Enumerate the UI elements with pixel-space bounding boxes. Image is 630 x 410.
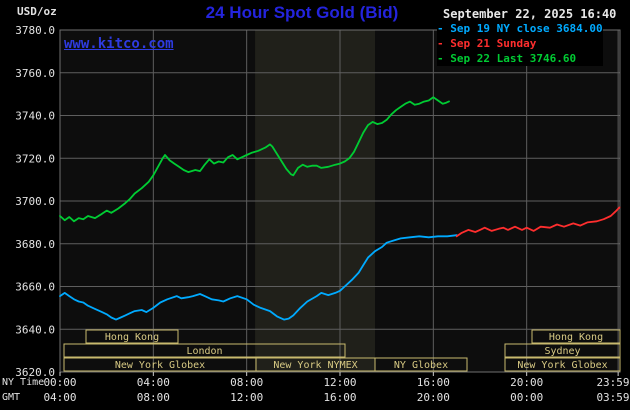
x-tick-label-ny: 04:00 [137,376,170,389]
legend-item-sep19: - Sep 19 NY close 3684.00 [437,22,603,35]
x-tick-label-gmt: 04:00 [43,391,76,404]
session-label: London [186,346,222,357]
x-tick-label-gmt: 16:00 [323,391,356,404]
y-tick-label: 3660.0 [15,281,55,294]
x-tick-label-gmt: 00:00 [510,391,543,404]
y-tick-label: 3680.0 [15,238,55,251]
y-axis-unit-label: USD/oz [17,5,57,18]
y-tick-label: 3720.0 [15,152,55,165]
series-line-sep21 [455,206,621,238]
y-tick-label: 3640.0 [15,323,55,336]
x-tick-label-gmt: 08:00 [137,391,170,404]
x-tick-label-ny: 20:00 [510,376,543,389]
x-axis-gmt-label: GMT [2,392,21,403]
legend-item-sep22: - Sep 22 Last 3746.60 [437,52,577,65]
session-box [85,329,179,344]
session-label: New York Globex [115,360,205,371]
y-tick-label: 3700.0 [15,195,55,208]
x-tick-label-gmt: 12:00 [230,391,263,404]
kitco-watermark-link[interactable]: www.kitco.com [64,36,174,52]
legend-item-sep21: - Sep 21 Sunday [437,37,537,50]
series-line-sep19 [59,234,458,321]
x-axis-ny-label: NY Time [2,377,45,388]
legend: - Sep 19 NY close 3684.00 - Sep 21 Sunday… [437,21,603,66]
session-box [504,343,621,358]
session-label: New York NYMEX [273,360,357,371]
y-tick-label: 3740.0 [15,110,55,123]
chart-title: 24 Hour Spot Gold (Bid) [205,3,399,22]
y-tick-label: 3760.0 [15,67,55,80]
session-box [504,357,621,372]
session-label: New York Globex [517,360,607,371]
session-box [531,329,621,344]
x-tick-label-ny: 23:59 [596,376,629,389]
session-label: Hong Kong [105,332,159,343]
x-tick-label-ny: 08:00 [230,376,263,389]
series-line-sep22 [59,96,450,223]
x-tick-label-gmt: 20:00 [417,391,450,404]
session-label: NY Globex [394,360,448,371]
y-tick-label: 3620.0 [15,366,55,379]
timestamp: September 22, 2025 16:40 [443,7,617,21]
session-box [63,343,346,358]
x-tick-label-gmt: 03:59 [596,391,629,404]
y-tick-label: 3780.0 [15,24,55,37]
session-label: Hong Kong [549,332,603,343]
x-tick-label-ny: 16:00 [417,376,450,389]
x-tick-label-ny: 00:00 [43,376,76,389]
session-label: Sydney [544,346,580,357]
x-tick-label-ny: 12:00 [323,376,356,389]
session-box [374,357,468,372]
